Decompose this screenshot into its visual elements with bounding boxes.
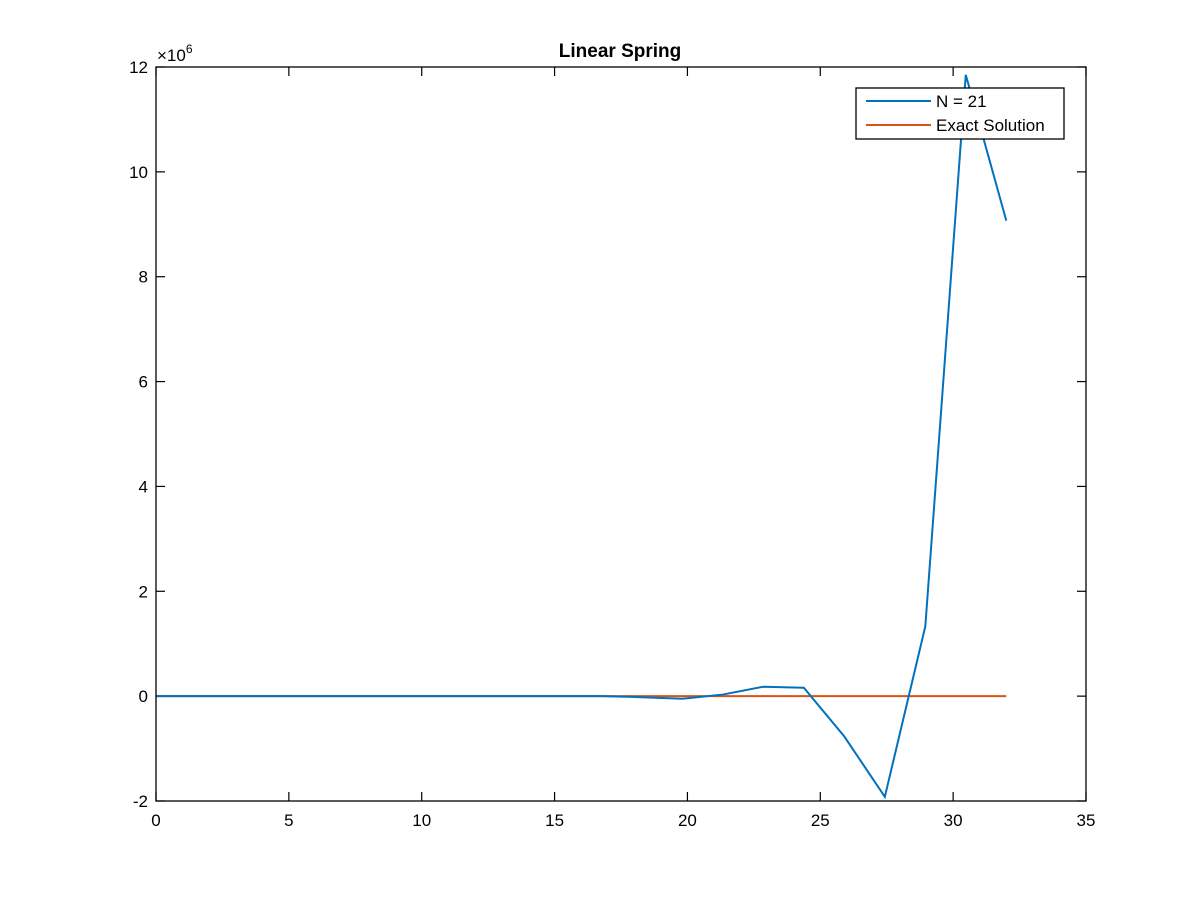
- y-axis-exponent-power: 6: [186, 42, 193, 56]
- axes-background: [156, 67, 1086, 801]
- chart-title: Linear Spring: [559, 41, 681, 62]
- y-axis-exponent-label: ×106: [157, 42, 193, 65]
- legend-entry-label: N = 21: [936, 92, 987, 111]
- y-tick-label: 10: [129, 163, 148, 182]
- legend-entry-label: Exact Solution: [936, 116, 1045, 135]
- x-tick-label: 10: [412, 811, 431, 830]
- x-tick-label: 20: [678, 811, 697, 830]
- y-tick-label: 12: [129, 58, 148, 77]
- y-tick-label: 0: [139, 687, 148, 706]
- x-tick-label: 0: [151, 811, 160, 830]
- legend: N = 21 Exact Solution: [855, 87, 1065, 140]
- x-tick-label: 15: [545, 811, 564, 830]
- x-tick-label: 5: [284, 811, 293, 830]
- x-tick-label: 30: [944, 811, 963, 830]
- y-tick-label: -2: [133, 792, 148, 811]
- svg-text:×106: ×106: [157, 42, 193, 65]
- x-tick-label: 35: [1077, 811, 1096, 830]
- x-tick-label: 25: [811, 811, 830, 830]
- y-tick-label: 4: [139, 477, 148, 496]
- y-tick-label: 6: [139, 373, 148, 392]
- axes-border: [155, 66, 1087, 802]
- y-axis-exponent-base: ×10: [157, 46, 186, 65]
- series-line-n-21: [156, 74, 1008, 800]
- legend-box: [855, 87, 1065, 140]
- y-tick-label: 8: [139, 268, 148, 287]
- y-tick-label: 2: [139, 582, 148, 601]
